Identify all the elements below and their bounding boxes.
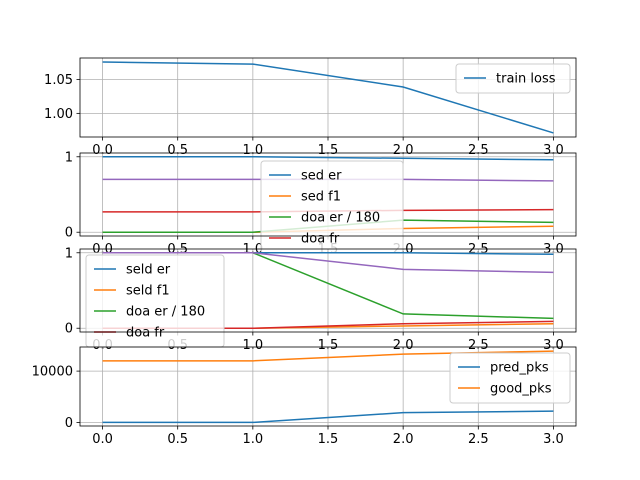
x-tick-label: 1.0 [243, 143, 264, 158]
legend-label: seld er [126, 263, 171, 278]
series-line-pred-pks [102, 410, 554, 424]
legend-label: train loss [496, 72, 556, 87]
legend-box [455, 63, 571, 94]
legend-label: seld f1 [126, 284, 170, 299]
legend-label: doa fr [126, 326, 165, 341]
y-tick-label: 0 [65, 416, 73, 431]
y-tick-label: 10000 [32, 365, 73, 380]
axes-frame [79, 248, 577, 333]
legend-label: good_pks [490, 382, 552, 397]
x-tick-label: 0.5 [167, 143, 188, 158]
x-tick-label: 0.5 [167, 432, 188, 447]
legend-label: sed f1 [301, 190, 341, 205]
x-tick-label: 2.0 [393, 432, 414, 447]
x-tick-label: 0.0 [92, 143, 113, 158]
x-tick-label: 2.0 [393, 143, 414, 158]
x-tick-label: 1.5 [318, 432, 339, 447]
x-tick-label: 2.0 [393, 338, 414, 353]
y-tick-label: 1 [65, 150, 73, 165]
y-tick-label: 1.00 [44, 107, 73, 122]
axes-frame [79, 346, 577, 427]
series-line-train-loss [102, 61, 554, 134]
legend: seld er seld f1 doa er / 180 doa fr [85, 254, 225, 348]
subplot-1: 0.0 0.5 1.0 1.5 2.0 2.5 3.0 1.00 1.05 train loss [44, 57, 577, 158]
axes-frame [79, 57, 577, 138]
legend-box [449, 352, 571, 404]
x-tick-label: 1.5 [318, 143, 339, 158]
x-tick-label: 2.5 [468, 143, 489, 158]
legend-label: doa fr [301, 232, 340, 247]
subplot-4: 0.0 0.5 1.0 1.5 2.0 2.5 3.0 0 10000 pred_pks good_… [32, 346, 577, 447]
x-tick-label: 3.0 [543, 338, 564, 353]
series-line-unnamed-4 [102, 252, 554, 274]
legend: pred_pks good_pks [449, 352, 571, 404]
x-tick-label: 3.0 [543, 432, 564, 447]
series-line-sed-er [102, 156, 554, 161]
x-tick-label: 2.5 [468, 338, 489, 353]
y-tick-label: 1 [65, 246, 73, 261]
legend-label: sed er [301, 169, 342, 184]
x-tick-label: 1.5 [318, 338, 339, 353]
axes-frame [79, 152, 577, 237]
legend: sed er sed f1 doa er / 180 doa fr [260, 160, 404, 254]
x-tick-label: 1.0 [243, 338, 264, 353]
legend-label: doa er / 180 [301, 211, 380, 226]
x-tick-label: 2.5 [468, 432, 489, 447]
legend-label: doa er / 180 [126, 305, 205, 320]
legend: train loss [455, 63, 571, 94]
x-tick-label: 1.0 [243, 432, 264, 447]
y-tick-label: 0 [65, 322, 73, 337]
x-tick-label: 3.0 [543, 143, 564, 158]
y-tick-label: 0 [65, 226, 73, 241]
x-tick-label: 0.0 [92, 432, 113, 447]
legend-label: pred_pks [490, 361, 549, 376]
y-tick-label: 1.05 [44, 73, 73, 88]
